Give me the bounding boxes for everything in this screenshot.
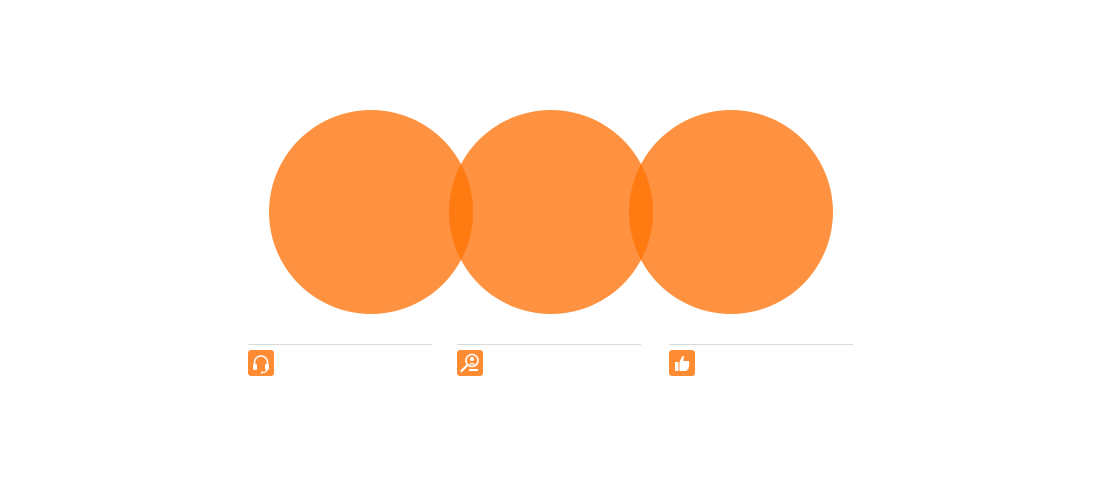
search-person-icon <box>457 350 483 376</box>
thumbs-up-icon <box>669 350 695 376</box>
headphones-icon <box>248 350 274 376</box>
column-approval <box>669 344 853 376</box>
divider-line <box>669 344 853 345</box>
divider-line <box>248 344 432 345</box>
column-search <box>457 344 641 376</box>
divider-line <box>457 344 641 345</box>
venn-circles <box>269 110 833 314</box>
venn-circle-1 <box>269 110 473 314</box>
venn-circle-3 <box>629 110 833 314</box>
venn-circle-2 <box>449 110 653 314</box>
column-support <box>248 344 432 376</box>
